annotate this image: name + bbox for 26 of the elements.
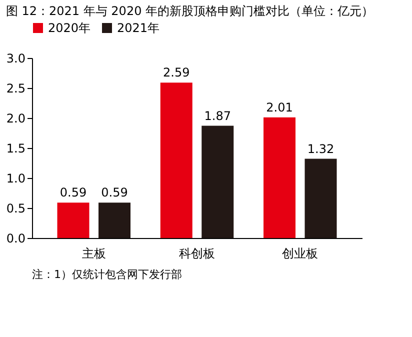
y-tick-label: 0.0 <box>6 232 26 246</box>
bar <box>98 202 130 238</box>
text: 注：1）仅统计包含网下发行部 <box>32 268 182 281</box>
chart-title: 图 12：2021 年与 2020 年的新股顶格申购门槛对比（单位：亿元） <box>6 4 374 18</box>
data-label: 0.59 <box>60 186 87 200</box>
data-label: 2.59 <box>163 66 190 80</box>
data-label: 1.32 <box>307 142 334 156</box>
bar <box>264 117 296 238</box>
x-tick-label: 创业板 <box>282 246 318 260</box>
x-tick-label: 主板 <box>82 246 106 260</box>
data-label: 0.59 <box>101 186 128 200</box>
y-tick-label: 1.5 <box>6 142 26 156</box>
y-tick-label: 0.5 <box>6 202 26 216</box>
y-tick-label: 1.0 <box>6 172 26 186</box>
data-label: 1.87 <box>204 108 231 123</box>
y-tick-label: 2.5 <box>6 82 26 96</box>
bar <box>160 82 192 238</box>
bar <box>304 158 337 238</box>
bar <box>202 126 234 238</box>
data-label: 2.01 <box>266 100 293 114</box>
y-tick-label: 2.0 <box>6 112 26 126</box>
legend-label: 2021年 <box>117 21 160 35</box>
x-tick-label: 科创板 <box>179 246 215 260</box>
legend-label: 2020年 <box>48 21 91 35</box>
bar <box>57 202 90 238</box>
y-tick-label: 3.0 <box>6 52 26 66</box>
